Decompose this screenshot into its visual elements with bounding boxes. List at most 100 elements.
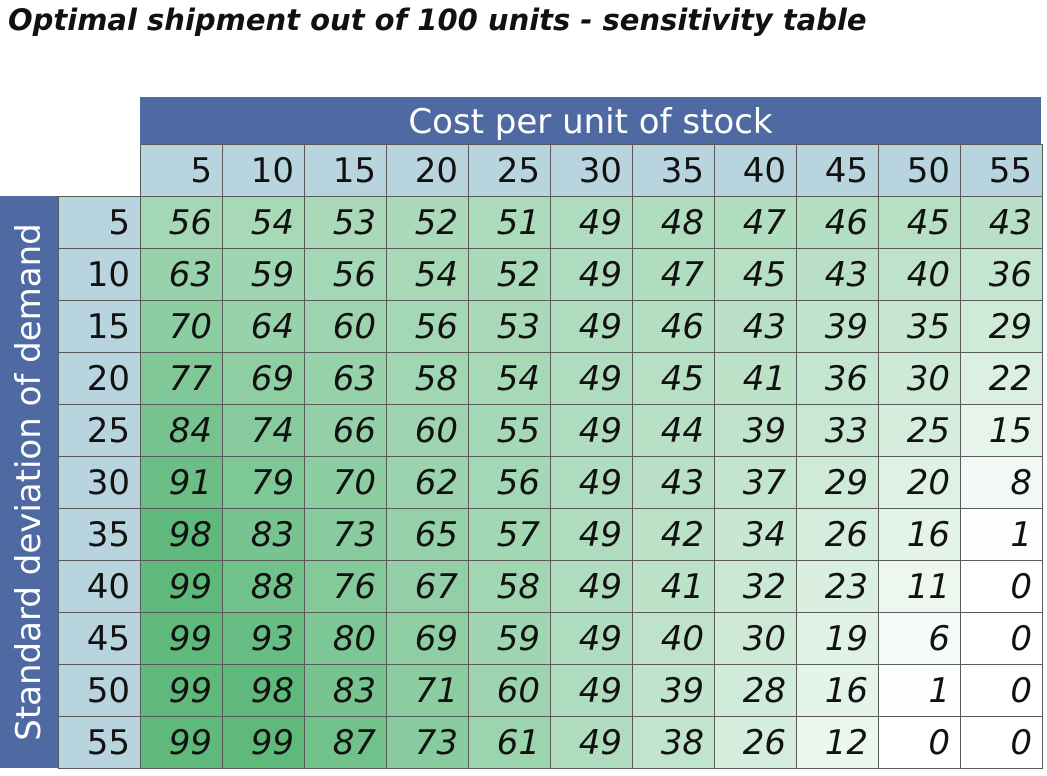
table-cell: 43 bbox=[714, 300, 797, 353]
table-cell: 45 bbox=[714, 248, 797, 301]
table-cell: 56 bbox=[468, 456, 551, 509]
table-cell: 83 bbox=[222, 508, 305, 561]
table-cell: 54 bbox=[386, 248, 469, 301]
table-cell: 26 bbox=[714, 716, 797, 769]
table-cell: 38 bbox=[632, 716, 715, 769]
table-cell: 26 bbox=[796, 508, 879, 561]
table-row: 55 99 99 87 73 61 49 38 26 12 0 0 bbox=[58, 716, 1043, 769]
table-cell: 67 bbox=[386, 560, 469, 613]
table-cell: 55 bbox=[468, 404, 551, 457]
column-axis-label: Cost per unit of stock bbox=[140, 97, 1041, 144]
table-cell: 99 bbox=[222, 716, 305, 769]
table-cell: 88 bbox=[222, 560, 305, 613]
table-row: 15 70 64 60 56 53 49 46 43 39 35 29 bbox=[58, 300, 1043, 353]
table-cell: 63 bbox=[140, 248, 223, 301]
table-cell: 57 bbox=[468, 508, 551, 561]
table-cell: 60 bbox=[468, 664, 551, 717]
column-tick-label: 35 bbox=[632, 144, 715, 197]
table-cell: 37 bbox=[714, 456, 797, 509]
table-cell: 49 bbox=[550, 716, 633, 769]
table-cell: 43 bbox=[960, 196, 1043, 249]
table-cell: 99 bbox=[140, 612, 223, 665]
table-row: 35 98 83 73 65 57 49 42 34 26 16 1 bbox=[58, 508, 1043, 561]
table-cell: 62 bbox=[386, 456, 469, 509]
chart-title: Optimal shipment out of 100 units - sens… bbox=[8, 3, 867, 37]
table-cell: 46 bbox=[796, 196, 879, 249]
row-tick-label: 30 bbox=[58, 456, 141, 509]
table-cell: 53 bbox=[304, 196, 387, 249]
table-row: 10 63 59 56 54 52 49 47 45 43 40 36 bbox=[58, 248, 1043, 301]
table-cell: 99 bbox=[140, 560, 223, 613]
row-tick-label: 20 bbox=[58, 352, 141, 405]
table-cell: 1 bbox=[960, 508, 1043, 561]
table-cell: 73 bbox=[386, 716, 469, 769]
table-cell: 98 bbox=[222, 664, 305, 717]
table-cell: 54 bbox=[468, 352, 551, 405]
table-cell: 61 bbox=[468, 716, 551, 769]
table-cell: 56 bbox=[304, 248, 387, 301]
table-cell: 65 bbox=[386, 508, 469, 561]
table-cell: 49 bbox=[550, 352, 633, 405]
table-cell: 30 bbox=[878, 352, 961, 405]
table-cell: 70 bbox=[140, 300, 223, 353]
table-cell: 0 bbox=[960, 612, 1043, 665]
table-cell: 70 bbox=[304, 456, 387, 509]
table-cell: 0 bbox=[878, 716, 961, 769]
table-cell: 43 bbox=[632, 456, 715, 509]
table-cell: 41 bbox=[714, 352, 797, 405]
table-cell: 58 bbox=[386, 352, 469, 405]
table-cell: 49 bbox=[550, 300, 633, 353]
table-row: 45 99 93 80 69 59 49 40 30 19 6 0 bbox=[58, 612, 1043, 665]
table-cell: 66 bbox=[304, 404, 387, 457]
table-cell: 49 bbox=[550, 508, 633, 561]
table-cell: 23 bbox=[796, 560, 879, 613]
table-cell: 45 bbox=[632, 352, 715, 405]
table-cell: 16 bbox=[796, 664, 879, 717]
table-cell: 0 bbox=[960, 664, 1043, 717]
column-tick-label: 40 bbox=[714, 144, 797, 197]
table-cell: 1 bbox=[878, 664, 961, 717]
table-cell: 47 bbox=[714, 196, 797, 249]
table-cell: 0 bbox=[960, 716, 1043, 769]
table-cell: 49 bbox=[550, 612, 633, 665]
table-cell: 29 bbox=[960, 300, 1043, 353]
column-tick-label: 15 bbox=[304, 144, 387, 197]
table-cell: 39 bbox=[796, 300, 879, 353]
table-cell: 16 bbox=[878, 508, 961, 561]
table-cell: 20 bbox=[878, 456, 961, 509]
table-cell: 44 bbox=[632, 404, 715, 457]
table-row: 20 77 69 63 58 54 49 45 41 36 30 22 bbox=[58, 352, 1043, 405]
table-cell: 49 bbox=[550, 560, 633, 613]
table-cell: 25 bbox=[878, 404, 961, 457]
table-cell: 77 bbox=[140, 352, 223, 405]
table-cell: 29 bbox=[796, 456, 879, 509]
column-tick-label: 45 bbox=[796, 144, 879, 197]
column-tick-label: 25 bbox=[468, 144, 551, 197]
table-cell: 49 bbox=[550, 196, 633, 249]
row-axis-label-band: Standard deviation of demand bbox=[0, 196, 58, 768]
table-row: 30 91 79 70 62 56 49 43 37 29 20 8 bbox=[58, 456, 1043, 509]
table-cell: 40 bbox=[632, 612, 715, 665]
table-cell: 19 bbox=[796, 612, 879, 665]
table-cell: 49 bbox=[550, 664, 633, 717]
table-cell: 87 bbox=[304, 716, 387, 769]
row-tick-label: 15 bbox=[58, 300, 141, 353]
row-tick-label: 45 bbox=[58, 612, 141, 665]
table-cell: 42 bbox=[632, 508, 715, 561]
table-cell: 54 bbox=[222, 196, 305, 249]
table-cell: 39 bbox=[632, 664, 715, 717]
table-cell: 59 bbox=[468, 612, 551, 665]
table-cell: 36 bbox=[796, 352, 879, 405]
table-cell: 58 bbox=[468, 560, 551, 613]
table-cell: 60 bbox=[386, 404, 469, 457]
table-cell: 84 bbox=[140, 404, 223, 457]
sensitivity-grid: 5 10 15 20 25 30 35 40 45 50 55 5 56 54 53 52 51 49 48 47 46… bbox=[58, 144, 1043, 769]
row-tick-label: 5 bbox=[58, 196, 141, 249]
row-axis-label: Standard deviation of demand bbox=[9, 223, 49, 741]
table-cell: 52 bbox=[468, 248, 551, 301]
table-cell: 60 bbox=[304, 300, 387, 353]
table-cell: 46 bbox=[632, 300, 715, 353]
table-cell: 40 bbox=[878, 248, 961, 301]
table-cell: 39 bbox=[714, 404, 797, 457]
table-cell: 52 bbox=[386, 196, 469, 249]
